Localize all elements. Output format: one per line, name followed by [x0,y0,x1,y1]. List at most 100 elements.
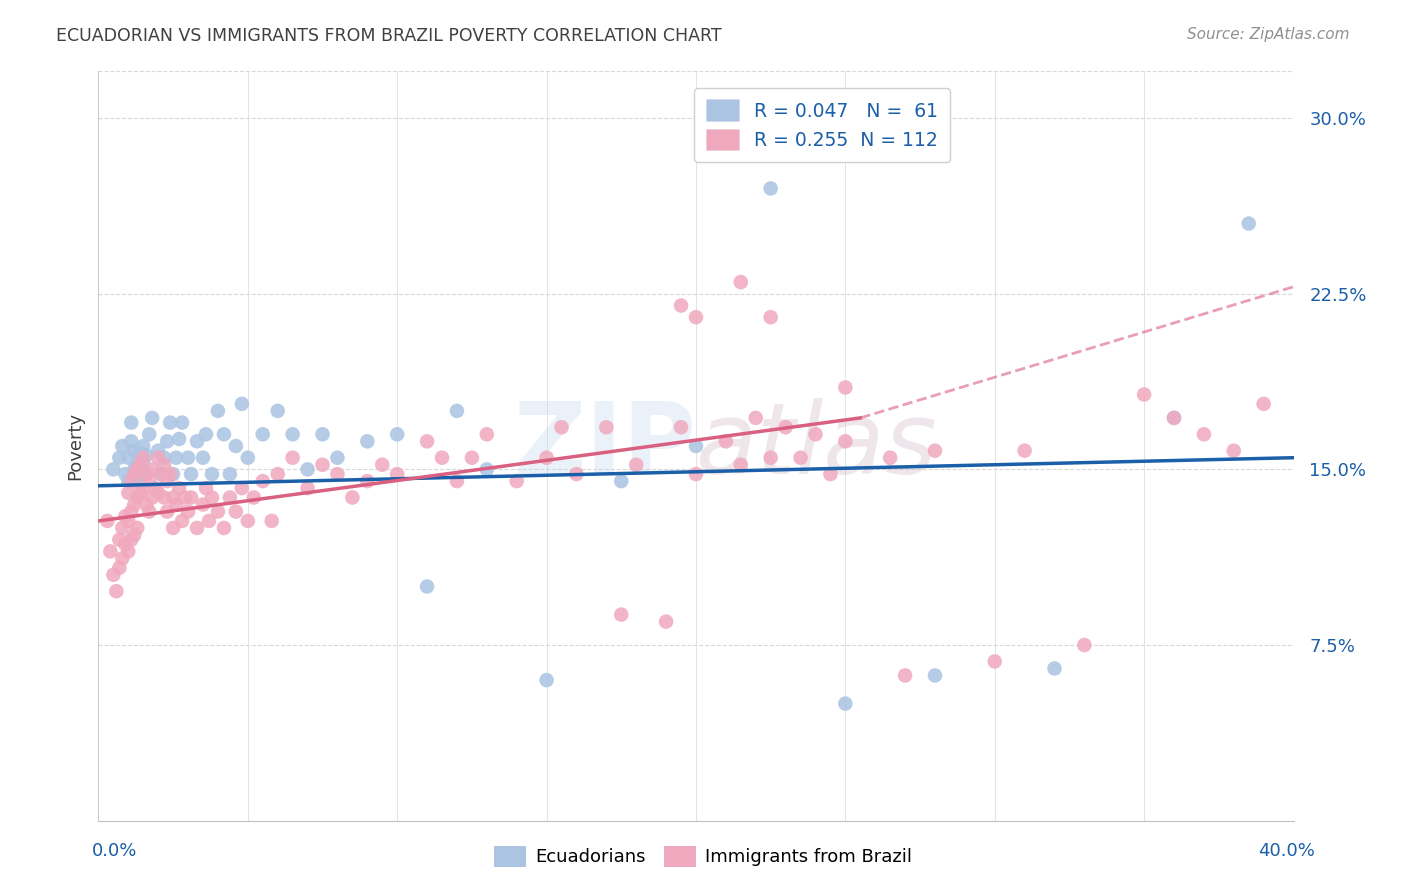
Point [111,439,134,453]
Point [685,310,707,325]
Point [108,533,131,547]
Point [834,380,856,394]
Point [117,474,139,488]
Point [148,443,170,458]
Point [243,491,266,505]
Point [150,467,173,482]
Point [475,427,498,442]
Point [267,467,290,482]
Point [231,397,253,411]
Text: ECUADORIAN VS IMMIGRANTS FROM BRAZIL POVERTY CORRELATION CHART: ECUADORIAN VS IMMIGRANTS FROM BRAZIL POV… [56,27,721,45]
Point [180,491,202,505]
Point [156,505,179,519]
Point [430,450,453,465]
Point [177,505,200,519]
Point [714,434,737,449]
Point [759,450,782,465]
Point [98,544,122,558]
Point [132,455,155,469]
Point [129,467,152,482]
Point [416,580,439,594]
Point [685,467,707,482]
Point [371,458,394,472]
Point [124,498,146,512]
Point [143,481,166,495]
Point [186,434,208,449]
Point [124,462,146,476]
Point [610,607,633,622]
Point [186,521,208,535]
Point [129,458,152,472]
Point [117,485,139,500]
Point [135,467,157,482]
Point [297,462,319,476]
Point [669,420,692,434]
Point [685,439,707,453]
Point [165,498,187,512]
Point [103,567,125,582]
Point [342,491,364,505]
Point [385,427,409,442]
Point [153,491,176,505]
Point [730,275,752,289]
Point [198,514,221,528]
Point [1237,217,1260,231]
Point [626,458,648,472]
Point [1163,411,1185,425]
Point [252,474,274,488]
Point [124,467,146,482]
Point [1133,387,1156,401]
Point [281,450,304,465]
Point [231,481,253,495]
Point [669,298,692,313]
Point [127,521,149,535]
Point [536,673,558,688]
Point [120,434,142,449]
Point [745,411,768,425]
Point [120,533,142,547]
Point [225,439,247,453]
Point [207,505,229,519]
Legend: R = 0.047   N =  61, R = 0.255  N = 112: R = 0.047 N = 61, R = 0.255 N = 112 [695,88,949,161]
Point [565,467,588,482]
Point [162,467,184,482]
Point [655,615,678,629]
Point [446,474,468,488]
Point [124,528,146,542]
Point [135,467,157,482]
Point [172,416,194,430]
Point [177,450,200,465]
Point [536,450,558,465]
Point [111,551,134,566]
Point [326,467,349,482]
Point [153,458,176,472]
Point [127,491,149,505]
Point [135,498,157,512]
Point [1043,661,1066,675]
Point [141,462,163,476]
Point [356,434,378,449]
Point [759,310,782,325]
Point [446,404,468,418]
Point [326,450,349,465]
Point [162,521,184,535]
Point [138,427,160,442]
Point [111,521,134,535]
Point [804,427,827,442]
Point [236,514,259,528]
Point [260,514,283,528]
Point [129,446,152,460]
Point [1073,638,1095,652]
Point [138,505,160,519]
Point [201,491,224,505]
Point [195,481,218,495]
Text: atlas: atlas [696,398,938,494]
Point [148,450,170,465]
Point [506,474,529,488]
Point [148,485,170,500]
Point [141,491,163,505]
Point [132,481,155,495]
Point [595,420,617,434]
Point [834,434,856,449]
Point [180,467,202,482]
